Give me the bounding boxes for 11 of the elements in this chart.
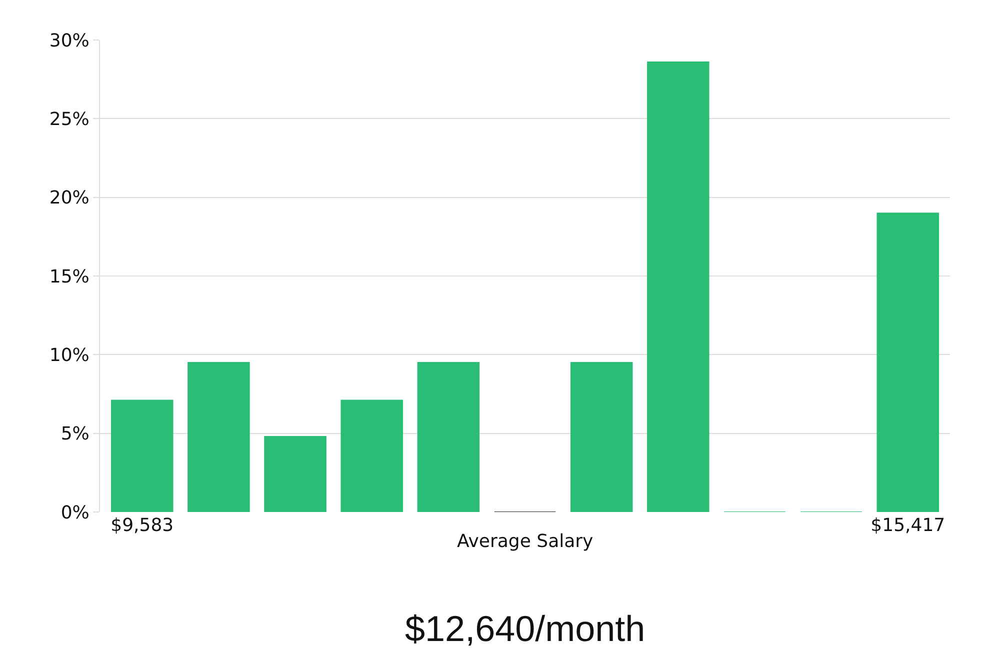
y-tick-label: 25% xyxy=(49,108,90,130)
y-tick-label: 30% xyxy=(49,30,90,52)
x-tick-label: $15,417 xyxy=(870,515,946,536)
x-axis-title: Average Salary xyxy=(457,531,594,552)
y-tick-label: 10% xyxy=(49,344,90,366)
y-tick-label: 0% xyxy=(60,502,90,524)
x-tick-label: $9,583 xyxy=(110,515,174,536)
y-tick-label: 20% xyxy=(49,188,90,209)
y-tick-label: 15% xyxy=(49,266,90,288)
y-tick-label: 5% xyxy=(60,424,90,445)
text: $12,640/month xyxy=(405,608,646,649)
